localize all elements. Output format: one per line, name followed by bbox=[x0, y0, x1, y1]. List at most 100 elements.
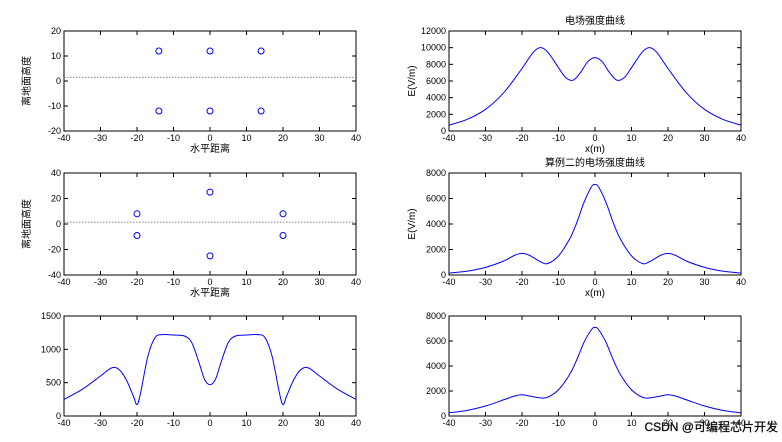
chart-3-x-tick-label: 40 bbox=[351, 277, 361, 287]
chart-2-x-tick-label: 30 bbox=[699, 133, 709, 143]
chart-6-x-tick-label: -30 bbox=[479, 418, 492, 428]
chart-5-x-tick-label: -20 bbox=[130, 418, 143, 428]
chart-1-conductor-marker bbox=[257, 47, 265, 55]
chart-6-y-tick-label: 8000 bbox=[426, 311, 446, 321]
chart-1-x-tick-label: 0 bbox=[207, 133, 212, 143]
chart-2-x-tick-label: -10 bbox=[552, 133, 565, 143]
chart-2-y-axis-label: E(V/m) bbox=[407, 65, 418, 96]
chart-6-plot-area bbox=[448, 315, 742, 417]
chart-6-y-tick-label: 4000 bbox=[426, 361, 446, 371]
chart-2-x-tick-label: 20 bbox=[663, 133, 673, 143]
chart-2-x-tick-label: -30 bbox=[479, 133, 492, 143]
chart-1-x-tick-label: -40 bbox=[57, 133, 70, 143]
chart-5-y-tick-label: 0 bbox=[56, 411, 61, 421]
chart-6-x-tick-label: 0 bbox=[592, 418, 597, 428]
chart-3-x-tick-label: -20 bbox=[130, 277, 143, 287]
chart-3-x-tick-label: 30 bbox=[314, 277, 324, 287]
chart-4-y-tick-label: 0 bbox=[441, 270, 446, 280]
chart-6-x-tick-label: -10 bbox=[552, 418, 565, 428]
chart-5-y-tick-label: 1000 bbox=[41, 344, 61, 354]
chart-1-y-tick-label: -20 bbox=[48, 126, 61, 136]
chart-4-x-axis-label: x(m) bbox=[585, 288, 605, 299]
chart-3-conductor-marker bbox=[206, 252, 214, 260]
chart-2-y-tick-label: 6000 bbox=[426, 76, 446, 86]
chart-2-series-line bbox=[448, 47, 742, 126]
chart-1-x-tick-label: 20 bbox=[278, 133, 288, 143]
chart-2-title: 电场强度曲线 bbox=[565, 14, 625, 27]
chart-1-y-tick-label: 20 bbox=[51, 26, 61, 36]
subplots: -40 -30 -20 -10 0 10 20 30 40-20-1001020水平距离离地面高… bbox=[20, 14, 746, 428]
chart-4-x-tick-label: 0 bbox=[592, 277, 597, 287]
chart-6-y-tick-label: 6000 bbox=[426, 336, 446, 346]
chart-2-plot-area bbox=[448, 30, 742, 132]
chart-4-x-tick-label: -10 bbox=[552, 277, 565, 287]
chart-3-x-tick-label: -40 bbox=[57, 277, 70, 287]
chart-3-conductor-marker bbox=[279, 210, 287, 218]
chart-3-y-axis-label: 离地面高度 bbox=[20, 199, 33, 249]
chart-6-y-tick-label: 2000 bbox=[426, 386, 446, 396]
chart-1-x-axis-label: 水平距离 bbox=[190, 142, 230, 155]
chart-1-x-tick-label: 10 bbox=[241, 133, 251, 143]
chart-1-x-tick-label: 30 bbox=[314, 133, 324, 143]
chart-2-x-tick-label: 40 bbox=[736, 133, 746, 143]
chart-3-plot-area bbox=[63, 172, 357, 276]
chart-1-conductor-marker bbox=[257, 107, 265, 115]
chart-5-x-tick-label: 20 bbox=[278, 418, 288, 428]
chart-5-plot-area bbox=[63, 315, 357, 417]
chart-2-y-tick-label: 0 bbox=[441, 126, 446, 136]
chart-2-x-axis-label: x(m) bbox=[585, 144, 605, 155]
chart-3-x-tick-label: -10 bbox=[167, 277, 180, 287]
chart-4-y-tick-label: 4000 bbox=[426, 219, 446, 229]
chart-1-x-tick-label: 40 bbox=[351, 133, 361, 143]
chart-6-y-tick-label: 0 bbox=[441, 411, 446, 421]
chart-3-x-tick-label: 10 bbox=[241, 277, 251, 287]
chart-6-x-tick-label: -40 bbox=[442, 418, 455, 428]
chart-2-y-tick-label: 4000 bbox=[426, 93, 446, 103]
chart-5-x-tick-label: 30 bbox=[314, 418, 324, 428]
watermark-text: CSDN @可编程芯片开发 bbox=[644, 419, 778, 434]
subplot-6: -40 -30 -20 -10 0 10 20 30 40 0 2000 4000 6000 8000 bbox=[426, 311, 746, 428]
chart-1-y-tick-label: 0 bbox=[56, 76, 61, 86]
chart-4-x-tick-label: 30 bbox=[699, 277, 709, 287]
chart-6-x-tick-label: 30 bbox=[699, 418, 709, 428]
chart-4-y-axis-label: E(V/m) bbox=[407, 208, 418, 239]
chart-5-y-tick-label: 1500 bbox=[41, 311, 61, 321]
chart-5-x-tick-label: 10 bbox=[241, 418, 251, 428]
chart-1-conductor-marker bbox=[206, 47, 214, 55]
chart-2-x-tick-label: -40 bbox=[442, 133, 455, 143]
chart-2-x-tick-label: -20 bbox=[515, 133, 528, 143]
chart-1-x-tick-label: -10 bbox=[167, 133, 180, 143]
chart-5-y-tick-label: 500 bbox=[46, 378, 61, 388]
chart-4-x-tick-label: 10 bbox=[626, 277, 636, 287]
chart-1-y-axis-label: 离地面高度 bbox=[20, 56, 33, 106]
chart-6-series-line bbox=[448, 326, 742, 414]
chart-4-x-tick-label: -40 bbox=[442, 277, 455, 287]
chart-2-x-tick-label: 10 bbox=[626, 133, 636, 143]
chart-1-conductor-marker bbox=[155, 107, 163, 115]
chart-4-y-tick-label: 6000 bbox=[426, 194, 446, 204]
chart-4-x-tick-label: -30 bbox=[479, 277, 492, 287]
chart-1-x-tick-label: -20 bbox=[130, 133, 143, 143]
chart-6-x-tick-label: 20 bbox=[663, 418, 673, 428]
chart-5-x-tick-label: 40 bbox=[351, 418, 361, 428]
chart-3-conductor-marker bbox=[133, 231, 141, 239]
chart-3-x-tick-label: 20 bbox=[278, 277, 288, 287]
chart-1-conductor-marker bbox=[206, 107, 214, 115]
chart-3-y-tick-label: -40 bbox=[48, 270, 61, 280]
subplot-4: -40 -30 -20 -10 0 10 20 30 40 0 2000 4000 6000 8000 算例… bbox=[407, 156, 746, 299]
chart-2-y-tick-label: 8000 bbox=[426, 59, 446, 69]
chart-3-conductor-marker bbox=[133, 210, 141, 218]
chart-3-y-tick-label: -20 bbox=[48, 245, 61, 255]
chart-1-plot-area bbox=[63, 30, 357, 132]
chart-4-y-tick-label: 2000 bbox=[426, 245, 446, 255]
chart-1-y-tick-label: -10 bbox=[48, 101, 61, 111]
chart-1-x-tick-label: -30 bbox=[94, 133, 107, 143]
subplot-5: -40 -30 -20 -10 0 10 20 30 40 0 500 1000 1500 bbox=[41, 311, 361, 428]
chart-2-y-tick-label: 2000 bbox=[426, 109, 446, 119]
chart-3-x-tick-label: 0 bbox=[207, 277, 212, 287]
subplot-2: -40 -30 -20 -10 0 10 20 30 40 0 2000 4000 6000 8000 10… bbox=[407, 14, 746, 155]
chart-4-x-tick-label: 20 bbox=[663, 277, 673, 287]
chart-6-x-tick-label: 40 bbox=[736, 418, 746, 428]
chart-1-y-tick-label: 10 bbox=[51, 51, 61, 61]
